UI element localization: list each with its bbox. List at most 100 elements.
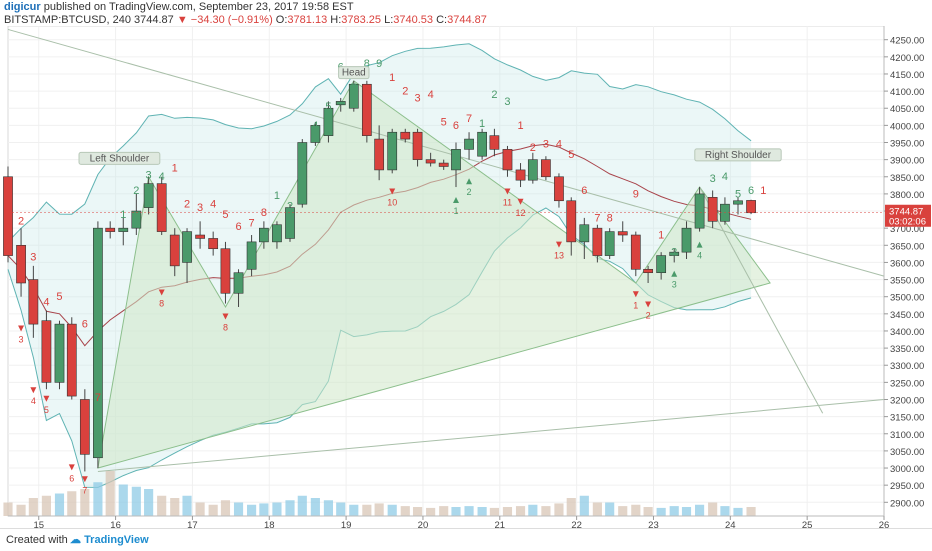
td-count-label: 4 — [43, 296, 49, 308]
pattern-annotation-label: Head — [342, 68, 366, 79]
candle-up — [259, 227, 269, 243]
symbol-label[interactable]: BITSTAMP:BTCUSD, 240 — [4, 14, 131, 26]
candle-down — [361, 83, 372, 136]
y-tick-label: 3250.00 — [890, 378, 924, 389]
candle-up — [285, 207, 295, 239]
candle-up — [451, 149, 461, 171]
y-tick-label: 4150.00 — [890, 70, 924, 81]
candle-down — [425, 159, 436, 164]
td-count-label: 2 — [18, 216, 24, 228]
candle-up — [54, 323, 65, 383]
y-tick-label: 3600.00 — [890, 258, 924, 269]
setup-count-label: 4 — [31, 396, 36, 406]
high-value: 3783.25 — [341, 14, 382, 26]
volume-bar — [349, 504, 359, 516]
candle-down — [489, 135, 500, 150]
td-count-label: 5 — [735, 188, 741, 200]
volume-bar — [605, 502, 615, 516]
td-count-label: 4 — [159, 171, 165, 183]
candle-down — [374, 138, 385, 171]
cloud-icon: ☁ — [70, 534, 81, 546]
created-with-text: Created with — [6, 534, 68, 546]
volume-bar — [374, 503, 384, 516]
y-tick-label: 4000.00 — [890, 121, 924, 132]
setup-count-label: 7 — [82, 485, 87, 495]
candle-up — [477, 131, 487, 157]
volume-bar — [720, 506, 730, 516]
volume-bar — [733, 507, 743, 516]
footer: Created with ☁ TradingView — [0, 528, 932, 551]
volume-bar — [541, 506, 551, 516]
y-tick-label: 3450.00 — [890, 310, 924, 321]
y-tick-label: 3700.00 — [890, 224, 924, 235]
td-count-label: 4 — [312, 120, 318, 132]
candle-down — [41, 320, 52, 383]
td-count-label: 7 — [95, 392, 101, 404]
buy-setup-arrow-icon — [696, 241, 703, 248]
td-count-label: 1 — [389, 72, 395, 84]
sell-setup-arrow-icon — [68, 464, 75, 471]
volume-bar — [297, 495, 307, 516]
td-count-label: 6 — [581, 185, 587, 197]
sell-setup-arrow-icon — [632, 291, 639, 298]
td-count-label: 9 — [376, 58, 382, 70]
price-change: −34.30 (−0.91%) — [190, 14, 273, 26]
volume-bar — [746, 507, 756, 516]
close-value: 3744.87 — [447, 14, 487, 26]
td-count-label: 2 — [491, 89, 497, 101]
pattern-annotation-box — [338, 66, 370, 80]
y-tick-label: 3200.00 — [890, 395, 924, 406]
volume-bar — [3, 502, 13, 516]
support-trendline — [97, 398, 885, 472]
candle-up — [246, 241, 257, 270]
y-tick-label: 3400.00 — [890, 327, 924, 338]
sell-setup-arrow-icon — [555, 241, 562, 248]
candle-down — [707, 197, 718, 222]
volume-bar — [157, 495, 167, 516]
candle-up — [233, 272, 244, 294]
volume-bar — [695, 504, 705, 516]
x-tick-label: 15 — [33, 520, 44, 528]
td-count-label: 4 — [556, 139, 562, 151]
x-tick-label: 26 — [879, 520, 890, 528]
volume-bar — [54, 493, 65, 516]
volume-bar — [195, 502, 205, 516]
volume-bar — [708, 502, 718, 516]
volume-bar — [681, 507, 692, 516]
username-link[interactable]: digicur — [4, 1, 41, 13]
candle-down — [28, 279, 39, 325]
tradingview-logo[interactable]: ☁ TradingView — [70, 533, 149, 546]
candle-down — [592, 227, 603, 256]
pattern-annotation-label: Left Shoulder — [90, 153, 150, 164]
candle-up — [93, 227, 103, 459]
td-count-label: 1 — [658, 229, 664, 241]
candle-up — [143, 183, 154, 208]
last-price-box — [885, 204, 931, 227]
td-count-label: 1 — [479, 118, 485, 130]
td-count-label: 9 — [633, 188, 639, 200]
price-chart[interactable]: 2345671234123456781234567891234567123123… — [0, 26, 932, 528]
volume-bar — [426, 507, 436, 516]
volume-bar — [144, 489, 154, 516]
volume-bar — [118, 484, 128, 516]
td-count-label: 5 — [222, 209, 228, 221]
td-count-label: 7 — [351, 82, 357, 94]
td-count-label: 1 — [517, 120, 523, 132]
x-tick-label: 25 — [802, 520, 813, 528]
target-projection-line — [699, 186, 824, 414]
volume-bar — [220, 500, 231, 516]
setup-count-label: 1 — [453, 206, 458, 216]
pattern-annotation-box — [78, 151, 161, 165]
volume-bar — [247, 504, 257, 516]
candle-up — [464, 138, 474, 150]
volume-bar — [566, 498, 576, 516]
candle-down — [515, 169, 526, 181]
td-count-label: 1 — [120, 209, 126, 221]
volume-bar — [592, 502, 602, 516]
candle-down — [617, 231, 628, 236]
candle-down — [79, 399, 90, 455]
setup-count-label: 1 — [633, 300, 638, 310]
buy-setup-arrow-icon — [671, 270, 678, 277]
sell-setup-arrow-icon — [504, 188, 511, 195]
volume-bar — [16, 504, 26, 516]
